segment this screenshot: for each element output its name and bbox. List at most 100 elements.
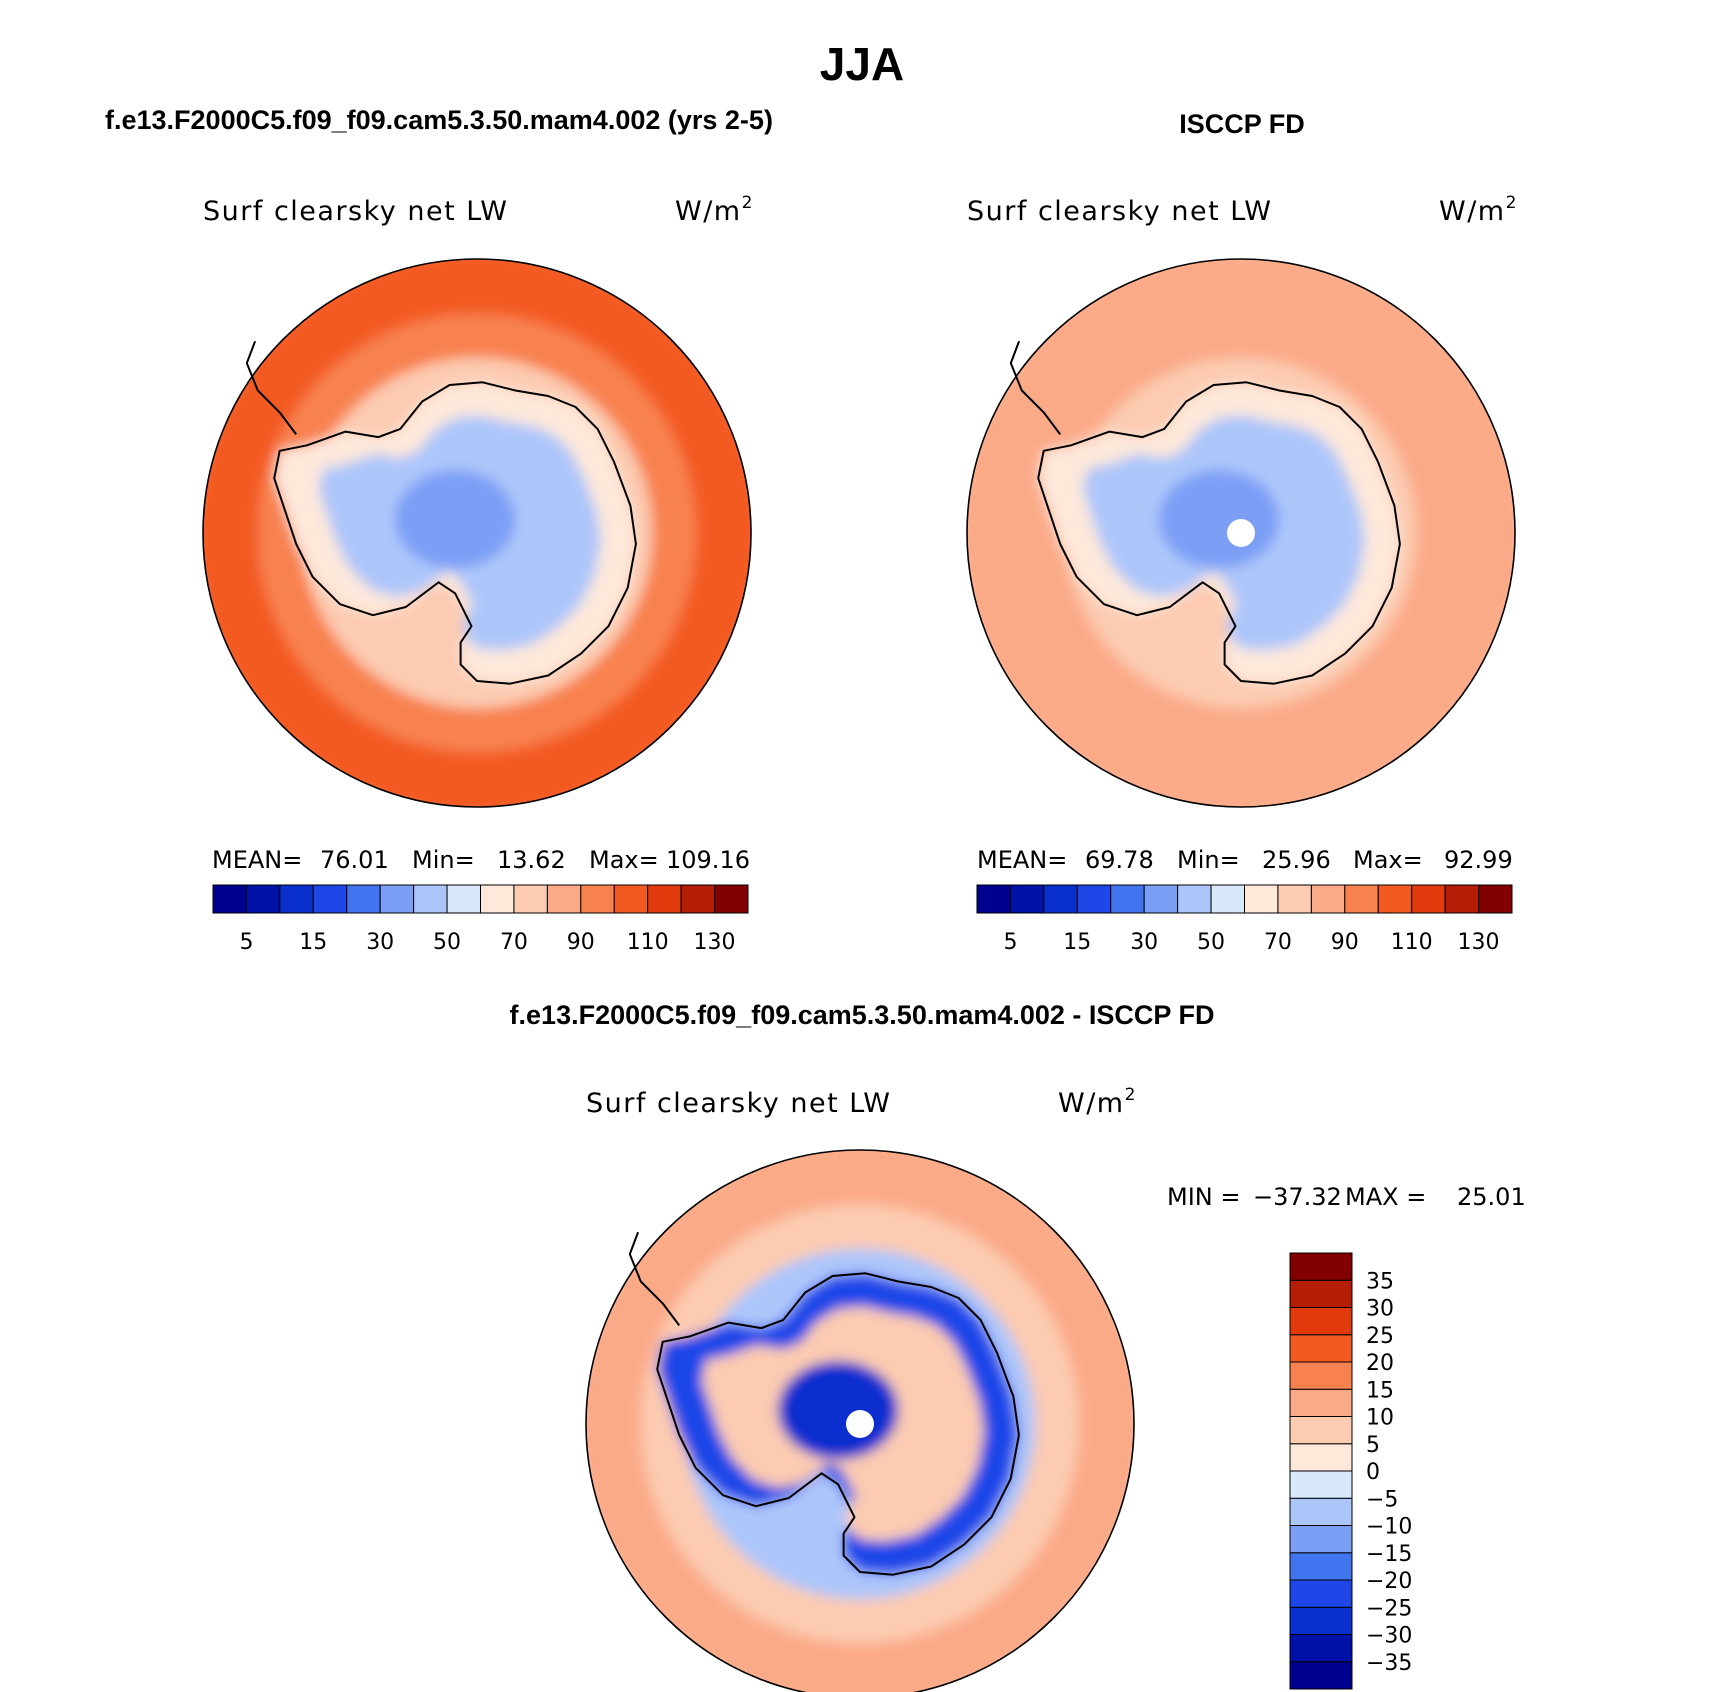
panel-obs-min-label: Min= [1177, 846, 1240, 874]
colorbar-box [1289, 1634, 1353, 1663]
pole-mask [846, 1410, 874, 1438]
colorbar-box [1043, 884, 1078, 914]
panel-diff-max-value: 25.01 [1457, 1183, 1526, 1211]
field-interior-low [1158, 469, 1280, 569]
antarctic-coastline [245, 340, 637, 685]
colorbar-box [1277, 884, 1312, 914]
colorbar-tick-label: 90 [567, 930, 595, 955]
colorbar-box [1289, 1497, 1353, 1526]
panel-obs-min-value: 25.96 [1262, 846, 1331, 874]
antarctic-coastline [628, 1231, 1020, 1576]
colorbar-box [346, 884, 381, 914]
colorbar-box [1110, 884, 1145, 914]
panel-obs-units: W/m2 [1439, 193, 1518, 227]
colorbar-tick-label: 0 [1366, 1460, 1380, 1485]
panel-model-max-value: 109.16 [666, 846, 750, 874]
pole-mask [1227, 519, 1255, 547]
panel-obs-variable: Surf clearsky net LW [967, 196, 1273, 227]
panel-model-title: f.e13.F2000C5.f09_f09.cam5.3.50.mam4.002… [105, 105, 773, 135]
panel-model-coastline [245, 340, 637, 685]
panel-obs-map [967, 259, 1515, 807]
colorbar-box [1289, 1606, 1353, 1635]
colorbar-box [1244, 884, 1279, 914]
panel-model-mean-label: MEAN= [212, 846, 302, 874]
colorbar-tick-label: 70 [500, 930, 528, 955]
colorbar-tick-label: 130 [1458, 930, 1500, 955]
colorbar-box [446, 884, 481, 914]
panel-model-max-label: Max= [589, 846, 659, 874]
panel-obs-coastline [1009, 340, 1401, 685]
colorbar-box [1009, 884, 1045, 914]
colorbar-box [1289, 1388, 1353, 1417]
panel-diff-min-label: MIN = [1167, 1183, 1240, 1211]
colorbar-box [1210, 884, 1246, 914]
colorbar-box [1444, 884, 1480, 914]
panel-diff-coastline [628, 1231, 1020, 1576]
panel-model: f.e13.F2000C5.f09_f09.cam5.3.50.mam4.002… [105, 105, 773, 955]
colorbar-tick-label: −10 [1366, 1515, 1412, 1540]
colorbar-box [1289, 1661, 1353, 1690]
colorbar-box [680, 884, 716, 914]
colorbar-box [1289, 1361, 1353, 1390]
colorbar-tick-label: −25 [1366, 1596, 1412, 1621]
panel-model-variable: Surf clearsky net LW [203, 196, 509, 227]
field-interior-low [777, 1360, 899, 1460]
colorbar-box [413, 884, 448, 914]
colorbar-box [1478, 884, 1513, 914]
colorbar-box [1289, 1252, 1353, 1281]
panel-model-map [203, 259, 751, 807]
colorbar-box [1289, 1443, 1353, 1472]
colorbar-tick-label: −15 [1366, 1542, 1412, 1567]
colorbar-box [1411, 884, 1446, 914]
colorbar-tick-label: 20 [1366, 1351, 1394, 1376]
panel-obs-title: ISCCP FD [1179, 109, 1305, 139]
panel-model-colorbar: 5 15 30 50 70 90 110 130 [212, 884, 749, 955]
colorbar-box [580, 884, 615, 914]
panel-obs-mean-label: MEAN= [977, 846, 1067, 874]
colorbar-box [480, 884, 515, 914]
panel-obs-max-label: Max= [1353, 846, 1423, 874]
panel-diff-map-border [585, 1149, 1135, 1692]
colorbar-tick-label: 10 [1366, 1406, 1394, 1431]
colorbar-box [1289, 1579, 1353, 1608]
panel-model-mean-value: 76.01 [320, 846, 389, 874]
colorbar-tick-label: 30 [1366, 1297, 1394, 1322]
colorbar-tick-label: 110 [627, 930, 669, 955]
colorbar-tick-label: −5 [1366, 1487, 1398, 1512]
panel-diff-title: f.e13.F2000C5.f09_f09.cam5.3.50.mam4.002… [510, 1000, 1215, 1030]
colorbar-tick-label: −30 [1366, 1624, 1412, 1649]
colorbar-tick-label: −35 [1366, 1651, 1412, 1676]
colorbar-tick-label: 30 [366, 930, 394, 955]
panel-diff: f.e13.F2000C5.f09_f09.cam5.3.50.mam4.002… [510, 1000, 1526, 1692]
colorbar-box [1177, 884, 1212, 914]
colorbar-box [1289, 1470, 1353, 1499]
colorbar-box [1289, 1525, 1353, 1554]
colorbar-box [976, 884, 1011, 914]
panel-obs: ISCCP FD Surf clearsky net LW W/m2 MEAN=… [966, 109, 1518, 955]
colorbar-box [1344, 884, 1379, 914]
panel-model-min-label: Min= [412, 846, 475, 874]
panel-obs-map-border [966, 258, 1516, 808]
colorbar-tick-label: 5 [1003, 930, 1017, 955]
panel-diff-min-value: −37.32 [1253, 1183, 1342, 1211]
panel-obs-max-value: 92.99 [1444, 846, 1513, 874]
colorbar-box [1289, 1279, 1353, 1308]
colorbar-tick-label: 25 [1366, 1324, 1394, 1349]
antarctic-coastline [1009, 340, 1401, 685]
colorbar-tick-label: −20 [1366, 1569, 1412, 1594]
colorbar-tick-label: 90 [1331, 930, 1359, 955]
colorbar-box [1310, 884, 1346, 914]
colorbar-box [714, 884, 749, 914]
panel-obs-mean-value: 69.78 [1085, 846, 1154, 874]
colorbar-box [1377, 884, 1413, 914]
colorbar-box [1289, 1334, 1353, 1363]
colorbar-box [1143, 884, 1179, 914]
colorbar-box [1289, 1416, 1353, 1445]
colorbar-tick-label: 30 [1130, 930, 1158, 955]
colorbar-box [1289, 1552, 1353, 1581]
colorbar-tick-label: 15 [1366, 1378, 1394, 1403]
colorbar-box [613, 884, 649, 914]
panel-diff-map [586, 1150, 1134, 1692]
colorbar-tick-label: 15 [299, 930, 327, 955]
